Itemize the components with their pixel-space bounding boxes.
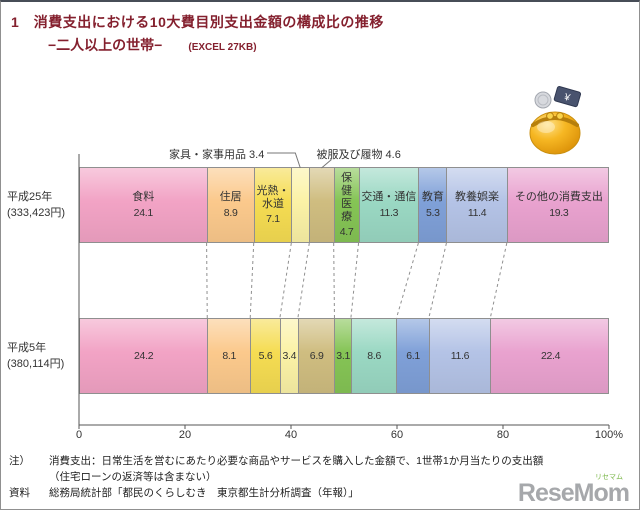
bar-segment: 光熱・水道 7.1 bbox=[254, 168, 293, 242]
segment-category-label: 保健医療 bbox=[341, 171, 353, 224]
segment-value: 7.1 bbox=[266, 213, 280, 226]
x-axis-tick-label: 0 bbox=[75, 429, 83, 441]
callout-leader-line bbox=[267, 152, 301, 169]
segment-category-label: 住居 bbox=[219, 191, 242, 204]
svg-text:¥: ¥ bbox=[562, 92, 572, 105]
connector-line bbox=[206, 242, 208, 319]
bar-segment: 6.9 bbox=[298, 319, 336, 393]
y-axis-label: 平成5年 (380,114円) bbox=[7, 341, 65, 371]
bar-segment: 11.6 bbox=[429, 319, 492, 393]
bar-segment: 24.2 bbox=[80, 319, 209, 393]
connector-line bbox=[428, 242, 447, 319]
bar-segment: その他の消費支出 19.3 bbox=[507, 168, 608, 242]
logo-kana: リセマム bbox=[595, 474, 623, 481]
bar-segment: 3.1 bbox=[335, 319, 352, 393]
stacked-bar-series-0: 食料 24.1 住居 8.9 光熱・水道 7.1 保健医療 4.7 交通・通信 11.3 教育 5.3… bbox=[79, 167, 609, 243]
connector-line bbox=[350, 242, 360, 319]
segment-value: 22.4 bbox=[540, 350, 561, 362]
segment-value: 3.1 bbox=[336, 350, 350, 362]
connector-line bbox=[297, 242, 310, 319]
note-text: 消費支出：日常生活を営むにあたり必要な商品やサービスを購入した金額で、1世帯1か… bbox=[49, 454, 569, 486]
note-line2: （住宅ローンの返済等は含まない） bbox=[49, 470, 217, 483]
footnotes: 注） 消費支出：日常生活を営むにあたり必要な商品やサービスを購入した金額で、1世… bbox=[9, 454, 569, 501]
x-axis-tick-label: 20 bbox=[178, 429, 192, 441]
x-axis-tick-label: 60 bbox=[390, 429, 404, 441]
segment-value: 3.4 bbox=[282, 350, 297, 362]
bar-segment bbox=[310, 168, 335, 242]
segment-category-label: その他の消費支出 bbox=[514, 191, 603, 204]
x-axis-tick-label: 80 bbox=[496, 429, 510, 441]
bar-segment bbox=[292, 168, 311, 242]
segment-value: 8.9 bbox=[223, 206, 238, 219]
segment-value: 6.9 bbox=[309, 350, 324, 362]
x-axis-tick-label: 40 bbox=[284, 429, 298, 441]
segment-category-label: 交通・通信 bbox=[361, 191, 417, 204]
y-axis-label: 平成25年 (333,423円) bbox=[7, 190, 66, 220]
callout-label: 家具・家事用品 3.4 bbox=[169, 149, 265, 161]
segment-value: 11.4 bbox=[467, 206, 487, 219]
connector-line bbox=[489, 242, 508, 319]
segment-value: 5.3 bbox=[426, 206, 440, 219]
segment-value: 11.3 bbox=[379, 206, 399, 219]
connector-line bbox=[279, 242, 292, 319]
page-subtitle: −二人以上の世帯− bbox=[48, 37, 163, 53]
note-row: 注） 消費支出：日常生活を営むにあたり必要な商品やサービスを購入した金額で、1世… bbox=[9, 454, 569, 486]
note-line1: 消費支出：日常生活を営むにあたり必要な商品やサービスを購入した金額で、1世帯1か… bbox=[49, 455, 544, 467]
x-axis-tick-label: 100% bbox=[594, 429, 624, 441]
bar-segment: 8.1 bbox=[208, 319, 252, 393]
bar-segment: 8.6 bbox=[351, 319, 398, 393]
segment-value: 24.1 bbox=[133, 206, 154, 219]
segment-value: 6.1 bbox=[406, 350, 420, 362]
segment-value: 8.1 bbox=[222, 350, 237, 362]
connector-line bbox=[395, 242, 419, 319]
bar-segment: 教養娯楽 11.4 bbox=[447, 168, 508, 242]
logo-text: ReseMom bbox=[517, 479, 630, 507]
source-text: 総務局統計部「都民のくらしむき 東京都生計分析調査（年報）」 bbox=[49, 486, 359, 499]
resemom-logo: リセマム ReseMom bbox=[517, 474, 630, 507]
connector-line bbox=[249, 242, 255, 319]
coin-purse-icon: ¥ bbox=[515, 86, 595, 158]
bar-segment: 食料 24.1 bbox=[80, 168, 208, 242]
bar-segment: 6.1 bbox=[397, 319, 430, 393]
banknote-icon: ¥ bbox=[553, 86, 582, 108]
source-label: 資料 bbox=[9, 486, 30, 499]
segment-value: 8.6 bbox=[367, 350, 381, 362]
bar-segment: 保健医療 4.7 bbox=[334, 168, 360, 242]
segment-category-label: 食料 bbox=[132, 191, 155, 204]
note-label: 注） bbox=[9, 455, 30, 467]
bar-segment: 22.4 bbox=[491, 319, 608, 393]
source-row: 資料 総務局統計部「都民のくらしむき 東京都生計分析調査（年報）」 bbox=[9, 486, 569, 502]
segment-value: 4.7 bbox=[339, 226, 354, 239]
page-subtitle-row: −二人以上の世帯− (EXCEL 27KB) bbox=[48, 35, 257, 55]
segment-value: 11.6 bbox=[450, 350, 470, 362]
bar-segment: 教育 5.3 bbox=[419, 168, 448, 242]
page-title: 1 消費支出における10大費目別支出金額の構成比の推移 bbox=[11, 14, 384, 30]
stacked-bar-series-1: 24.2 8.1 5.6 3.4 6.9 3.1 8.6 6.1 11.6 22.4 bbox=[79, 318, 609, 394]
bar-segment: 5.6 bbox=[251, 319, 281, 393]
segment-value: 5.6 bbox=[258, 350, 273, 362]
segment-category-label: 光熱・水道 bbox=[256, 184, 290, 210]
bar-segment: 交通・通信 11.3 bbox=[359, 168, 420, 242]
segment-category-label: 教養娯楽 bbox=[455, 191, 500, 204]
segment-value: 19.3 bbox=[549, 206, 569, 219]
coin-icon bbox=[534, 91, 552, 109]
connector-line bbox=[333, 242, 335, 319]
segment-value: 24.2 bbox=[134, 350, 154, 362]
callout-label: 被服及び履物 4.6 bbox=[316, 149, 401, 161]
excel-download-link[interactable]: (EXCEL 27KB) bbox=[188, 42, 257, 53]
bar-segment: 3.4 bbox=[280, 319, 299, 393]
segment-category-label: 教育 bbox=[421, 191, 444, 204]
bar-segment: 住居 8.9 bbox=[207, 168, 255, 242]
